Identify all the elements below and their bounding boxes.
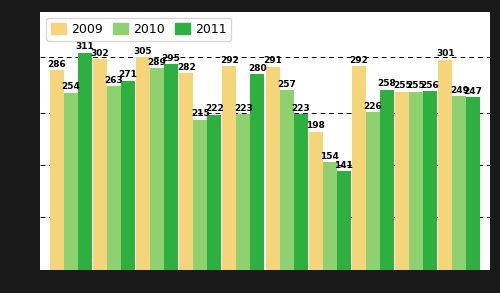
Text: 302: 302 [90, 49, 109, 58]
Text: 223: 223 [234, 104, 253, 113]
Bar [423, 91, 437, 270]
Text: 305: 305 [134, 47, 152, 56]
Text: 141: 141 [334, 161, 353, 170]
Text: 292: 292 [220, 56, 239, 65]
Text: 222: 222 [205, 105, 224, 113]
Text: 198: 198 [306, 121, 325, 130]
Text: 311: 311 [76, 42, 94, 52]
Bar [452, 96, 466, 270]
Bar [164, 64, 178, 270]
Bar [309, 132, 323, 270]
Text: 226: 226 [364, 102, 382, 111]
Bar [207, 115, 221, 270]
Text: 215: 215 [191, 109, 210, 118]
Bar [50, 70, 64, 270]
Bar [150, 68, 164, 270]
Text: 263: 263 [104, 76, 124, 85]
Bar [250, 74, 264, 270]
Text: 154: 154 [320, 152, 339, 161]
Bar [194, 120, 207, 270]
Legend: 2009, 2010, 2011: 2009, 2010, 2011 [46, 18, 232, 41]
Bar [64, 93, 78, 270]
Bar [336, 171, 350, 270]
Text: 301: 301 [436, 50, 454, 58]
Bar [280, 91, 293, 270]
Text: 295: 295 [162, 54, 180, 63]
Bar [222, 66, 236, 270]
Text: 280: 280 [248, 64, 266, 73]
Text: 292: 292 [350, 56, 368, 65]
Text: 282: 282 [177, 63, 196, 72]
Text: 223: 223 [291, 104, 310, 113]
Text: 289: 289 [148, 58, 167, 67]
Bar [180, 73, 194, 270]
Bar [294, 114, 308, 270]
Text: 254: 254 [62, 82, 80, 91]
Bar [466, 98, 480, 270]
Bar [352, 66, 366, 270]
Text: 257: 257 [277, 80, 296, 89]
Text: 255: 255 [406, 81, 426, 91]
Text: 291: 291 [263, 56, 282, 65]
Bar [93, 59, 107, 270]
Text: 256: 256 [420, 81, 440, 90]
Text: 258: 258 [378, 79, 396, 88]
Bar [438, 60, 452, 270]
Text: 286: 286 [48, 60, 66, 69]
Bar [78, 53, 92, 270]
Text: 249: 249 [450, 86, 469, 95]
Bar [266, 67, 280, 270]
Text: 255: 255 [393, 81, 411, 91]
Bar [409, 92, 423, 270]
Bar [107, 86, 121, 270]
Text: 247: 247 [464, 87, 482, 96]
Bar [136, 57, 150, 270]
Bar [395, 92, 409, 270]
Bar [323, 162, 336, 270]
Bar [366, 112, 380, 270]
Bar [236, 114, 250, 270]
Bar [380, 90, 394, 270]
Text: 271: 271 [118, 70, 138, 79]
Bar [121, 81, 135, 270]
